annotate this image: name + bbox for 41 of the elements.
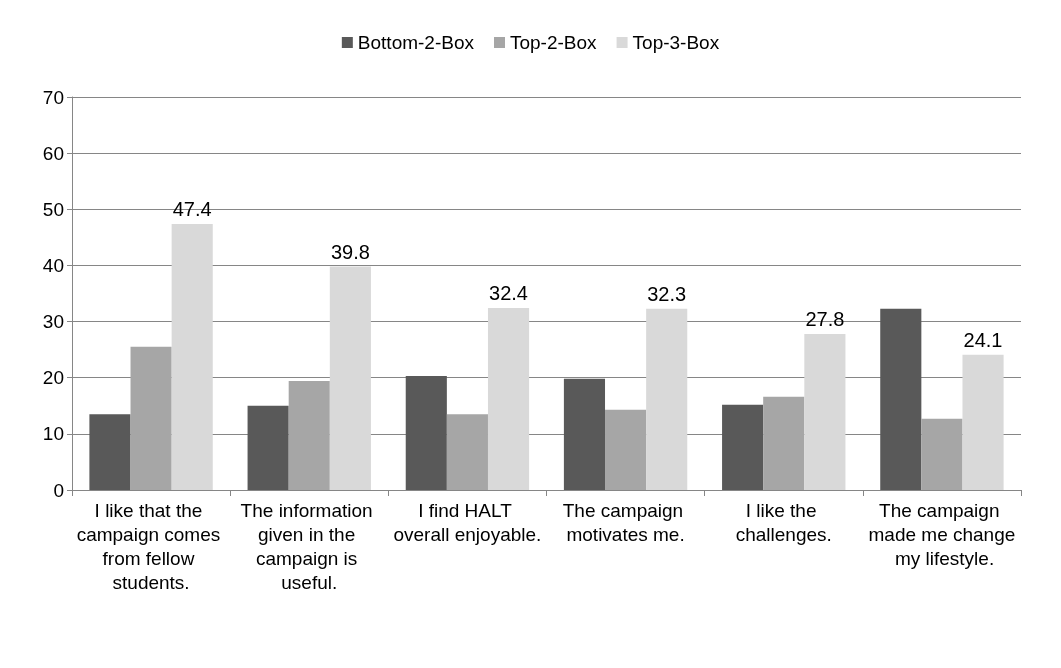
- bar: [247, 405, 289, 490]
- bar: [171, 223, 213, 490]
- legend-label: Top-3-Box: [632, 32, 720, 53]
- y-tick-label: 40: [42, 254, 64, 276]
- y-tick-label: 60: [42, 142, 64, 164]
- y-tick-label: 50: [42, 198, 64, 220]
- bar: [446, 414, 488, 490]
- y-tick-label: 30: [42, 311, 64, 333]
- bar: [921, 418, 963, 490]
- bar: [722, 404, 764, 490]
- x-tick-label: I find HALT overall enjoyable.: [393, 499, 542, 545]
- legend-label: Bottom-2-Box: [357, 32, 475, 53]
- data-label: 47.4: [172, 197, 212, 220]
- bar: [962, 354, 1004, 490]
- bar: [646, 308, 688, 490]
- x-tick-label: The campaign made me change my lifestyle.: [868, 499, 1016, 569]
- data-label: 27.8: [805, 307, 845, 330]
- bar: [130, 346, 172, 490]
- y-tick-label: 70: [42, 86, 64, 108]
- bar: [288, 381, 330, 490]
- data-label: 39.8: [330, 240, 370, 263]
- x-tick-label: The information given in the campaign is useful.: [240, 499, 378, 593]
- data-label: 32.4: [489, 282, 529, 305]
- x-tick-label: I like that the campaign comes from fellow students.: [76, 499, 226, 593]
- data-label: 24.1: [963, 328, 1003, 351]
- bar: [329, 266, 371, 490]
- bar: [487, 308, 530, 490]
- bar: [605, 409, 647, 490]
- y-tick-label: 10: [42, 423, 64, 445]
- bar: [804, 333, 846, 490]
- bar: [563, 378, 606, 490]
- y-tick-label: 0: [53, 479, 64, 501]
- bar: [763, 396, 805, 490]
- x-tick-label: The campaign motivates me.: [562, 499, 689, 545]
- x-tick-label: I like the challenges.: [735, 499, 832, 545]
- bar: [89, 414, 131, 490]
- data-label: 32.3: [647, 282, 687, 305]
- bar: [880, 308, 922, 490]
- bar: [405, 376, 447, 490]
- y-tick-label: 20: [42, 367, 64, 389]
- legend-label: Top-2-Box: [509, 32, 598, 53]
